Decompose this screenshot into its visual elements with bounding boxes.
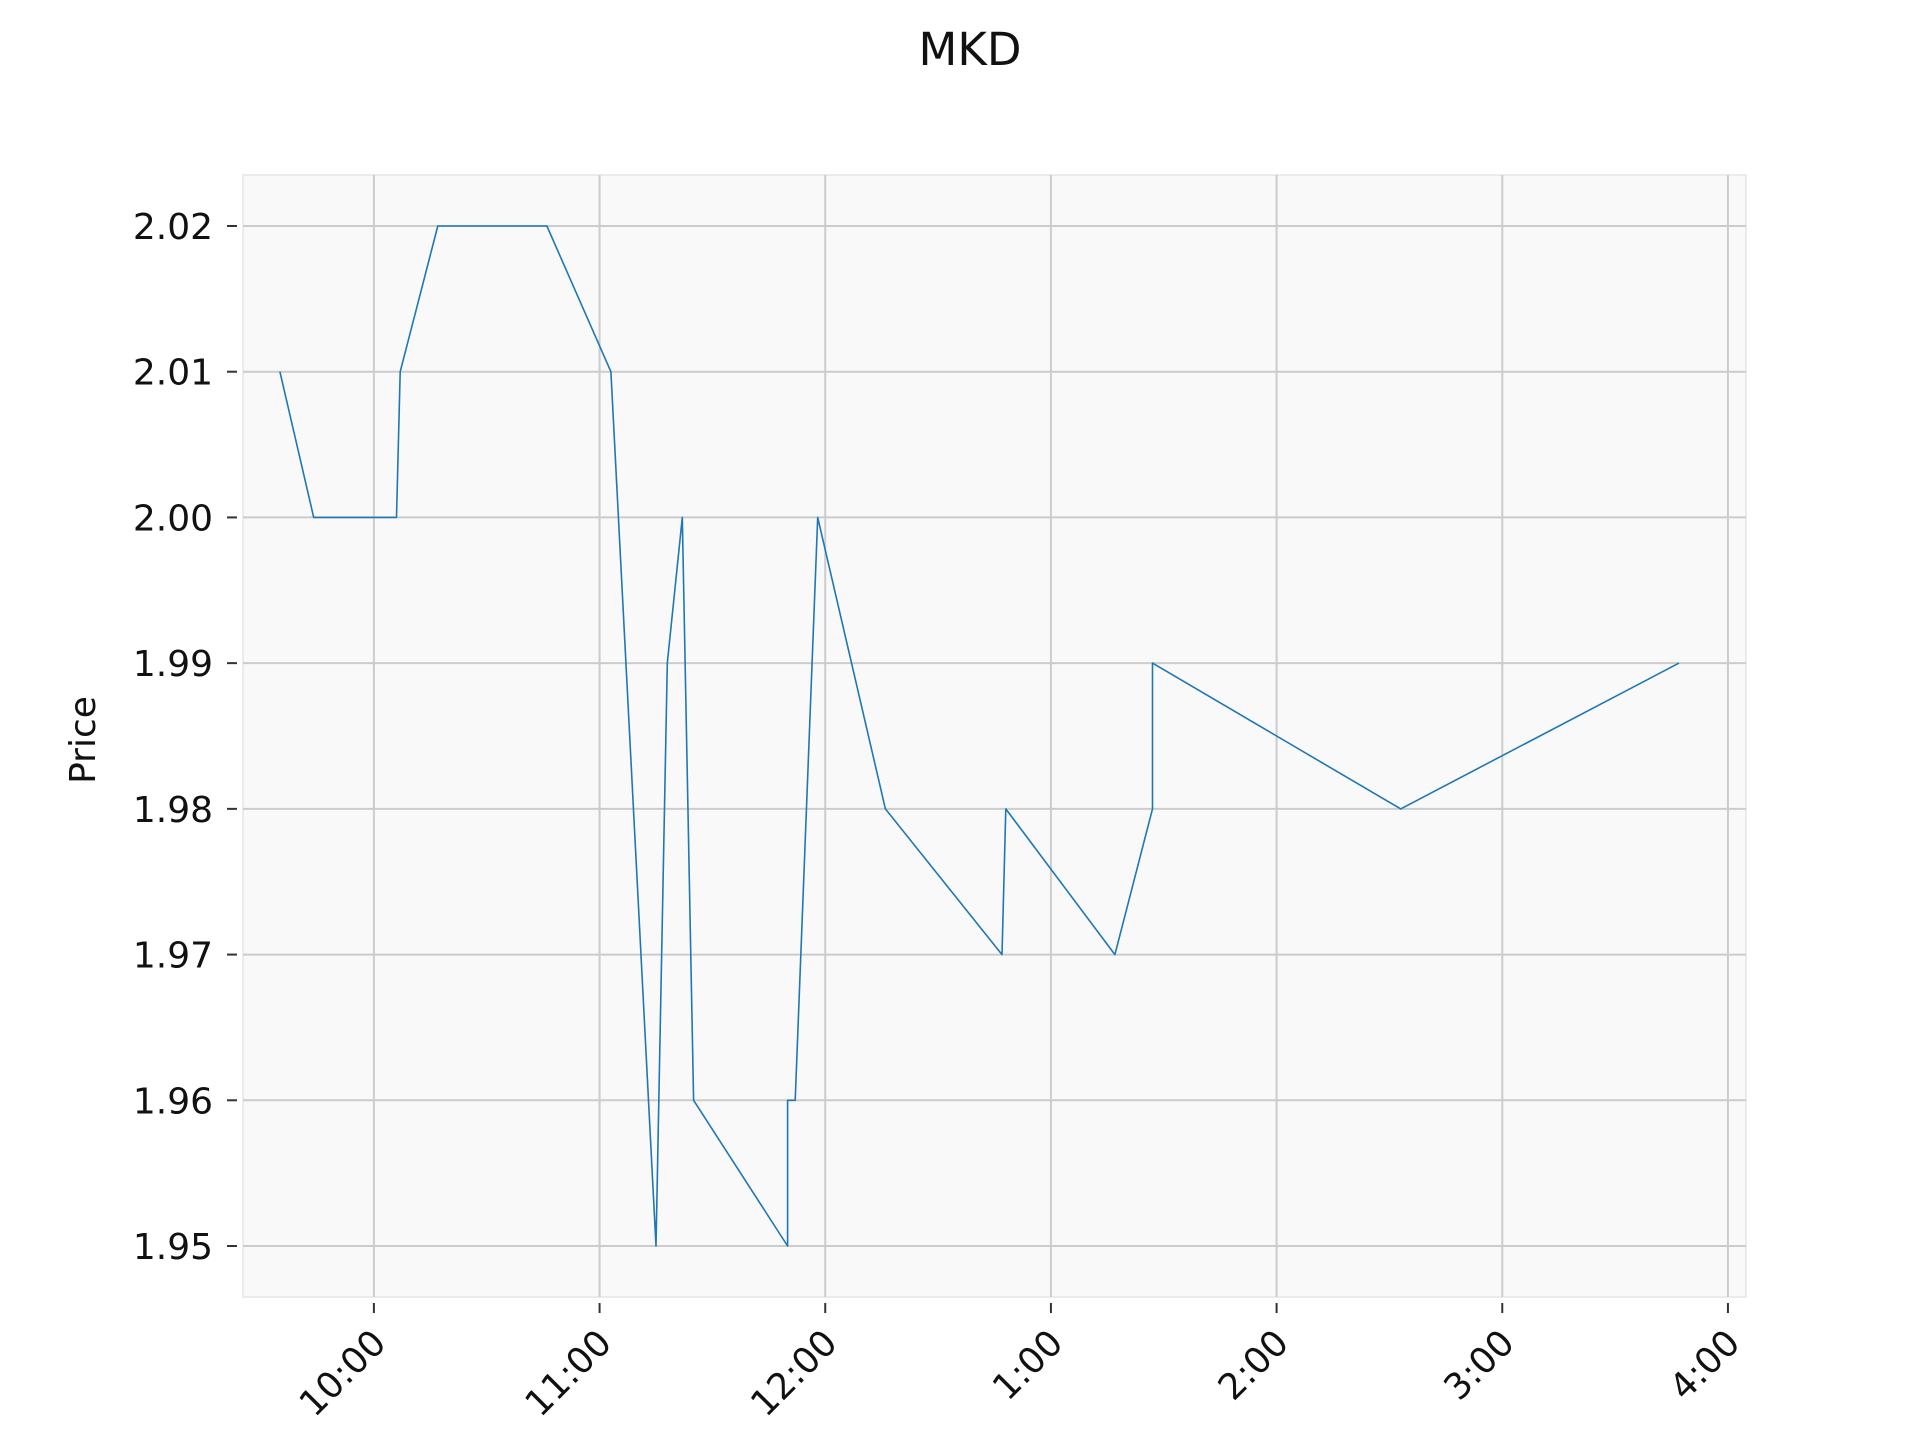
y-tick-label: 1.97 — [133, 936, 213, 977]
x-tick-label: 2:00 — [1211, 1322, 1297, 1408]
x-tick-label: 10:00 — [292, 1322, 394, 1424]
y-tick-label: 1.96 — [133, 1081, 213, 1122]
y-tick-label: 1.99 — [133, 644, 213, 685]
y-tick-label: 2.00 — [133, 498, 213, 539]
y-axis-ticks: 1.95 1.96 1.97 1.98 1.99 2.00 2.01 2.02 — [133, 207, 237, 1268]
y-tick-label: 2.02 — [133, 207, 213, 248]
y-tick-label: 1.98 — [133, 790, 213, 831]
x-tick-label: 11:00 — [518, 1322, 620, 1424]
y-tick-label: 1.95 — [133, 1227, 213, 1268]
x-tick-label: 3:00 — [1436, 1322, 1522, 1408]
x-tick-label: 12:00 — [743, 1322, 845, 1424]
x-axis-ticks: 10:00 11:00 12:00 1:00 2:00 3:00 4:00 — [292, 1303, 1748, 1425]
y-tick-label: 2.01 — [133, 353, 213, 394]
plot-area — [242, 174, 1747, 1298]
price-series-line — [279, 225, 1680, 1247]
y-axis-label: Price — [63, 696, 104, 784]
x-tick-label: 4:00 — [1662, 1322, 1748, 1408]
x-tick-label: 1:00 — [985, 1322, 1071, 1408]
chart-title: MKD — [919, 23, 1022, 76]
